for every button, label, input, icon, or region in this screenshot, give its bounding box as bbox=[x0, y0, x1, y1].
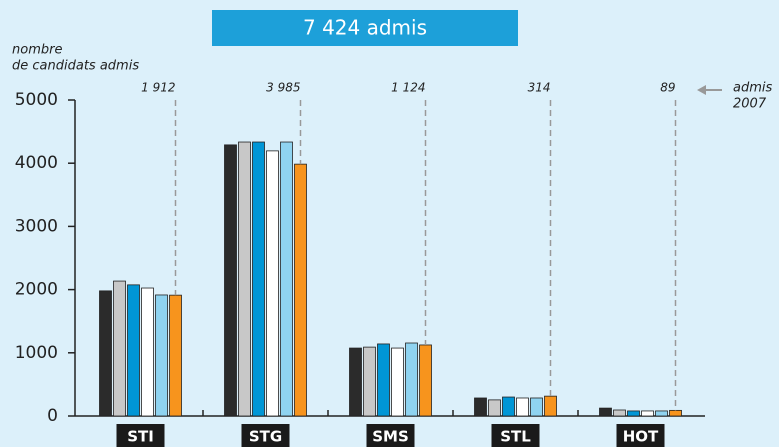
bar bbox=[405, 342, 418, 417]
value-label: 314 bbox=[528, 81, 551, 95]
bar bbox=[391, 347, 404, 417]
bar bbox=[280, 141, 293, 417]
category-box bbox=[366, 424, 415, 447]
bar bbox=[488, 399, 501, 417]
bar bbox=[627, 410, 640, 417]
y-label: nombre bbox=[12, 43, 62, 58]
bar bbox=[155, 294, 168, 417]
y-tick-label: 3000 bbox=[15, 216, 58, 236]
x-tick-label: STI bbox=[127, 428, 154, 446]
bar bbox=[363, 346, 376, 417]
arrow-head bbox=[697, 85, 706, 95]
bar bbox=[419, 344, 432, 417]
bar bbox=[224, 144, 237, 417]
bar bbox=[544, 395, 557, 417]
y-tick-label: 5000 bbox=[15, 90, 58, 110]
bar bbox=[294, 163, 307, 417]
x-tick-label: STG bbox=[249, 428, 282, 446]
value-label: 89 bbox=[660, 81, 675, 95]
bar bbox=[349, 347, 362, 417]
bar bbox=[169, 294, 182, 417]
category-box bbox=[116, 424, 165, 447]
bar bbox=[141, 287, 154, 417]
bar bbox=[599, 407, 612, 417]
bar bbox=[655, 410, 668, 417]
bar bbox=[502, 396, 515, 417]
bar bbox=[516, 397, 529, 417]
chart-title: 7 424 admis bbox=[303, 16, 427, 40]
y-tick-label: 1000 bbox=[15, 343, 58, 363]
value-label: 1 124 bbox=[391, 81, 425, 95]
title-box bbox=[212, 10, 518, 46]
bar bbox=[669, 409, 682, 417]
bar bbox=[613, 409, 626, 417]
annotation: admis bbox=[733, 81, 772, 96]
value-label: 3 985 bbox=[266, 81, 300, 95]
y-tick-label: 4000 bbox=[15, 153, 58, 173]
bar bbox=[99, 290, 112, 417]
bar bbox=[238, 141, 251, 417]
category-box bbox=[491, 424, 540, 447]
bar bbox=[113, 280, 126, 417]
bar bbox=[266, 150, 279, 417]
bar bbox=[474, 397, 487, 417]
bar bbox=[127, 284, 140, 417]
bar bbox=[641, 410, 654, 417]
annotation: 2007 bbox=[733, 97, 767, 112]
y-tick-label: 2000 bbox=[15, 280, 58, 300]
y-tick-label: 0 bbox=[47, 406, 58, 426]
y-label: de candidats admis bbox=[12, 59, 139, 74]
value-label: 1 912 bbox=[141, 81, 175, 95]
x-tick-label: SMS bbox=[372, 428, 409, 446]
bar bbox=[377, 343, 390, 417]
category-box bbox=[241, 424, 290, 447]
bar bbox=[530, 397, 543, 417]
bar bbox=[252, 141, 265, 417]
category-box bbox=[616, 424, 665, 447]
x-tick-label: HOT bbox=[623, 428, 659, 446]
x-tick-label: STL bbox=[500, 428, 531, 446]
